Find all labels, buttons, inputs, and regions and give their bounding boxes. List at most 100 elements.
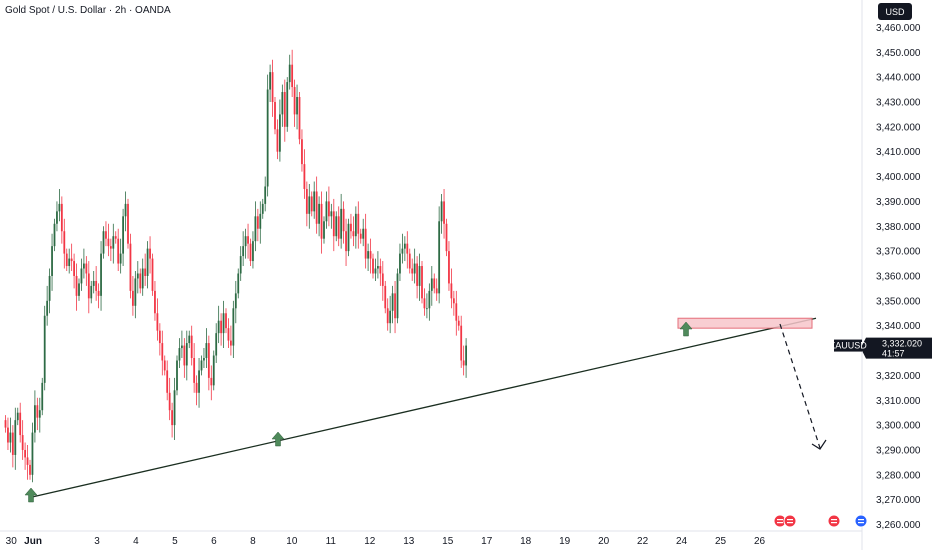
support-arrow-icon[interactable] xyxy=(679,321,693,337)
flag-stripe xyxy=(831,519,837,521)
candle-body xyxy=(92,280,95,286)
x-tick-label: 13 xyxy=(403,536,415,547)
candle-body xyxy=(193,358,196,383)
economic-event-icon[interactable] xyxy=(783,514,797,528)
candle-body xyxy=(313,191,316,212)
candle-body xyxy=(220,320,222,334)
symbol-tag-text: XAUUSD xyxy=(829,341,867,351)
candle-body xyxy=(283,92,286,127)
candle-body xyxy=(281,92,284,115)
flag-stripe xyxy=(787,522,793,524)
economic-event-icon[interactable] xyxy=(827,514,841,528)
candle-body xyxy=(274,101,276,130)
y-tick-label: 3,360.000 xyxy=(876,271,921,282)
candle-body xyxy=(168,392,171,411)
candle-body xyxy=(342,208,345,232)
trendline[interactable] xyxy=(30,317,817,498)
projection-arrow-line[interactable] xyxy=(779,323,821,449)
candle-body xyxy=(146,248,149,276)
x-tick-label: 6 xyxy=(211,536,217,547)
currency-badge-label: USD xyxy=(885,7,905,17)
candle-body xyxy=(259,213,262,229)
y-tick-label: 3,290.000 xyxy=(876,445,921,456)
candle-body xyxy=(279,114,281,152)
candle-body xyxy=(457,320,460,326)
candle-body xyxy=(215,333,218,356)
candle-body xyxy=(73,261,75,276)
candle-body xyxy=(249,243,252,262)
candle-body xyxy=(46,300,49,316)
candle-body xyxy=(254,216,257,242)
support-arrow-icon[interactable] xyxy=(24,487,38,503)
candle-body xyxy=(332,211,335,237)
y-tick-label: 3,460.000 xyxy=(876,23,921,34)
candle-body xyxy=(450,283,453,299)
flag-stripe xyxy=(777,522,783,524)
candle-body xyxy=(384,285,387,309)
candle-body xyxy=(38,410,41,418)
resistance-zone[interactable] xyxy=(677,317,813,329)
candle-body xyxy=(78,283,80,296)
support-arrow-icon[interactable] xyxy=(271,431,285,447)
candle-body xyxy=(448,251,450,284)
candle-body xyxy=(337,216,340,239)
candle-body xyxy=(176,360,178,391)
y-tick-label: 3,280.000 xyxy=(876,470,921,481)
candle-body xyxy=(205,343,208,358)
candle-body xyxy=(9,432,12,443)
symbol-tag[interactable] xyxy=(834,339,862,352)
x-tick-label: 4 xyxy=(133,536,139,547)
candle-body xyxy=(151,258,154,291)
candle-body xyxy=(362,228,365,239)
candle-body xyxy=(232,308,235,346)
y-tick-label: 3,370.000 xyxy=(876,247,921,258)
candle-body xyxy=(359,233,362,239)
candle-body xyxy=(247,236,249,244)
candle-body xyxy=(408,253,411,269)
x-tick-label: 18 xyxy=(520,536,532,547)
candle-body xyxy=(87,273,90,299)
candle-body xyxy=(379,266,382,274)
candle-body xyxy=(154,290,156,314)
candle-body xyxy=(171,410,173,426)
flag-stripe xyxy=(858,519,864,521)
candle-body xyxy=(435,288,438,294)
candle-body xyxy=(465,345,467,366)
candle-body xyxy=(114,236,117,239)
price-axis-bg xyxy=(862,0,932,550)
candle-body xyxy=(234,293,237,309)
x-tick-label: Jun xyxy=(24,536,42,547)
candle-body xyxy=(291,64,294,88)
candle-body xyxy=(102,231,105,254)
candle-body xyxy=(389,310,392,324)
candle-body xyxy=(352,231,355,237)
economic-event-icon[interactable] xyxy=(854,514,868,528)
candle-body xyxy=(136,273,139,279)
candle-body xyxy=(195,382,198,393)
candle-body xyxy=(141,268,144,289)
x-tick-label: 10 xyxy=(286,536,298,547)
drawings[interactable] xyxy=(24,317,827,503)
candle-body xyxy=(403,243,406,249)
candle-body xyxy=(190,335,193,358)
candle-body xyxy=(203,358,205,361)
candles xyxy=(4,49,467,483)
y-tick-label: 3,380.000 xyxy=(876,222,921,233)
current-price-label[interactable] xyxy=(862,337,932,359)
candle-body xyxy=(198,370,200,393)
candle-body xyxy=(112,236,115,249)
candle-body xyxy=(127,203,129,244)
candle-body xyxy=(426,308,428,310)
candle-body xyxy=(391,293,394,311)
candle-body xyxy=(430,278,433,291)
candle-body xyxy=(24,449,26,458)
candle-body xyxy=(428,290,431,309)
candle-body xyxy=(298,97,301,140)
currency-badge[interactable] xyxy=(878,3,912,20)
x-tick-label: 15 xyxy=(442,536,454,547)
candle-body xyxy=(183,345,186,366)
candle-body xyxy=(75,275,78,296)
candle-body xyxy=(242,246,245,257)
